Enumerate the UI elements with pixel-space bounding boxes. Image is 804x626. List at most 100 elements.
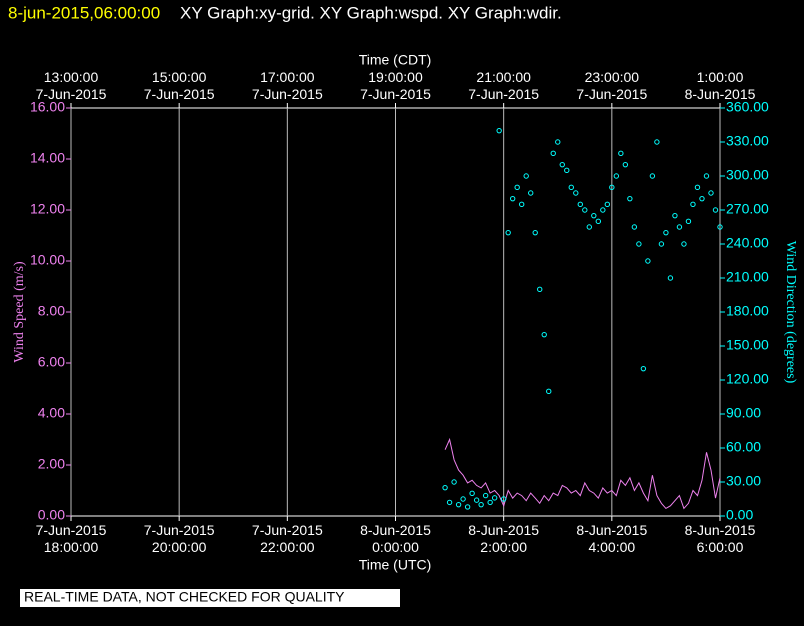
y2-tick-label: 360.00	[726, 99, 769, 115]
y2-tick-label: 120.00	[726, 371, 769, 387]
wdir-point	[496, 127, 502, 134]
wdir-point	[582, 207, 588, 213]
x2-tick-label: 23:00:00 7-Jun-2015	[576, 69, 647, 102]
wdir-point	[681, 241, 687, 247]
wdir-point	[442, 484, 448, 491]
wdir-point	[514, 184, 520, 191]
wdir-point	[446, 499, 453, 506]
wdir-point	[541, 331, 547, 338]
wdir-point	[609, 184, 615, 191]
y2-tick-label: 150.00	[726, 337, 769, 353]
y-tick-label: 2.00	[38, 456, 65, 472]
wdir-point	[663, 229, 669, 236]
wdir-point	[690, 201, 696, 208]
y2-axis-label: Wind Direction (degrees)	[783, 241, 798, 384]
x2-tick-label: 1:00:00 8-Jun-2015	[685, 69, 756, 102]
wdir-point	[631, 224, 638, 230]
wdir-point	[600, 207, 606, 213]
wdir-point	[712, 207, 719, 213]
wdir-point	[613, 173, 620, 179]
wdir-point	[523, 173, 529, 179]
wdir-point	[694, 184, 701, 191]
wdir-point	[640, 365, 647, 372]
footer-box	[20, 589, 400, 607]
wdir-point	[591, 212, 597, 219]
x-tick-label: 8-Jun-2015 0:00:00	[360, 522, 431, 555]
y-tick-label: 0.00	[38, 507, 65, 523]
wdir-point	[703, 173, 710, 179]
wdir-point	[559, 161, 565, 168]
wdir-point	[699, 195, 705, 202]
y-tick-label: 4.00	[38, 405, 65, 421]
wdir-point	[717, 224, 723, 230]
y2-tick-label: 30.00	[726, 473, 761, 489]
wdir-point	[491, 495, 498, 501]
wdir-point	[451, 479, 457, 485]
wdir-point	[649, 173, 656, 179]
wdir-point	[604, 201, 611, 208]
y-tick-label: 16.00	[30, 99, 65, 115]
y-tick-label: 12.00	[30, 201, 65, 217]
y2-tick-label: 300.00	[726, 167, 769, 183]
wdir-point	[518, 201, 525, 208]
y2-tick-label: 240.00	[726, 235, 769, 251]
wdir-point	[636, 241, 642, 247]
wdir-point	[658, 241, 665, 247]
wdir-point	[568, 184, 574, 191]
y-tick-label: 8.00	[38, 303, 65, 319]
wdir-point	[532, 229, 538, 236]
x2-tick-label: 21:00:00 7-Jun-2015	[468, 69, 539, 102]
x-tick-label: 8-Jun-2015 6:00:00	[685, 522, 756, 555]
wdir-point	[487, 499, 493, 506]
wdir-point	[546, 388, 552, 395]
wdir-point	[685, 218, 692, 225]
y2-tick-label: 90.00	[726, 405, 761, 421]
x2-tick-label: 19:00:00 7-Jun-2015	[360, 69, 431, 102]
wdir-point	[509, 195, 516, 202]
wdir-point	[464, 504, 471, 510]
y-axis-label: Wind Speed (m/s)	[12, 261, 27, 363]
chart-title: XY Graph:xy-grid. XY Graph:wspd. XY Grap…	[180, 3, 562, 22]
x-tick-label: 7-Jun-2015 22:00:00	[252, 522, 323, 555]
wdir-point	[645, 258, 651, 264]
y-tick-label: 14.00	[30, 150, 65, 166]
y-tick-label: 6.00	[38, 354, 65, 370]
footer: REAL-TIME DATA, NOT CHECKED FOR QUALITY	[24, 589, 345, 605]
wdir-point	[505, 229, 511, 236]
x-tick-label: 8-Jun-2015 4:00:00	[576, 522, 647, 555]
x-tick-label: 8-Jun-2015 2:00:00	[468, 522, 539, 555]
wdir-point	[586, 224, 592, 230]
wdir-point	[595, 218, 602, 225]
wdir-point	[654, 139, 660, 145]
wdir-point	[627, 195, 633, 202]
x-axis-label: Time (UTC)	[359, 557, 432, 573]
wdir-point	[564, 167, 570, 174]
x2-tick-label: 15:00:00 7-Jun-2015	[144, 69, 215, 102]
y2-tick-label: 270.00	[726, 201, 769, 217]
wdir-point	[469, 490, 475, 497]
wdir-point	[500, 496, 507, 502]
x-tick-label: 7-Jun-2015 18:00:00	[36, 522, 107, 555]
wdir-point	[667, 275, 674, 281]
wdir-point	[672, 212, 678, 219]
timestamp: 8-jun-2015,06:00:00	[8, 3, 160, 22]
y2-tick-label: 0.00	[726, 507, 753, 523]
x2-tick-label: 13:00:00 7-Jun-2015	[36, 69, 107, 102]
wdir-point	[573, 190, 579, 196]
x2-axis-label: Time (CDT)	[359, 52, 432, 68]
wdir-point	[537, 286, 543, 293]
x-tick-label: 7-Jun-2015 20:00:00	[144, 522, 215, 555]
wdir-point	[555, 139, 561, 145]
wspd-line	[444, 437, 721, 510]
wdir-point	[478, 501, 484, 508]
wdir-point	[482, 492, 489, 499]
wdir-point	[550, 150, 556, 157]
wdir-point	[473, 497, 480, 503]
wdir-point	[676, 224, 683, 230]
x2-tick-label: 17:00:00 7-Jun-2015	[252, 69, 323, 102]
wdir-point	[455, 501, 462, 508]
y-tick-label: 10.00	[30, 252, 65, 268]
